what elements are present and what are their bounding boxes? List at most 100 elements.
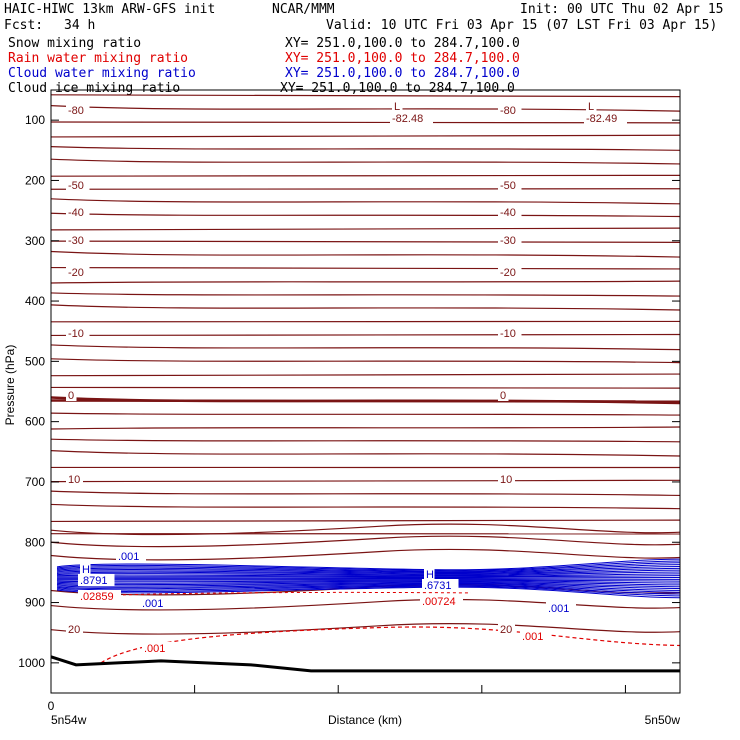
temperature-contour — [50, 158, 681, 165]
temperature-label-bg — [498, 473, 515, 485]
cloud-water-contour — [56, 567, 681, 575]
cloud-water-contour — [56, 569, 681, 576]
cloud-water-label-bg — [546, 602, 576, 614]
lower-temperature-contour — [50, 598, 681, 611]
temperature-label: -10 — [500, 328, 516, 340]
low-value-bg — [390, 112, 433, 124]
temperature-contour — [50, 503, 681, 510]
temperature-label-bg — [498, 623, 515, 635]
high-marker-bg — [424, 568, 435, 580]
cloud-water-label-bg — [140, 597, 170, 609]
terrain-line — [50, 655, 680, 673]
y-tick-label: 900 — [25, 596, 45, 610]
temperature-contour — [50, 450, 681, 457]
init-time: Init: 00 UTC Thu 02 Apr 15 — [520, 2, 724, 17]
temperature-label-bg — [66, 206, 90, 218]
temperature-label: -80 — [68, 105, 84, 117]
temperature-contour — [50, 174, 681, 177]
cloud-water-contour — [56, 558, 681, 571]
temperature-label-bg — [498, 266, 522, 278]
temperature-contour — [50, 240, 681, 243]
temperature-contour — [50, 266, 681, 270]
y-axis-title: Pressure (hPa) — [3, 345, 17, 426]
cloud-water-contour — [56, 562, 681, 572]
temperature-label-bg — [66, 473, 83, 485]
fcst-value: 34 h — [64, 18, 96, 33]
x-origin-label: 0 — [48, 699, 55, 713]
rain-label-bg — [142, 642, 172, 654]
y-tick-label: 100 — [25, 113, 45, 127]
temperature-label: -40 — [68, 207, 84, 219]
valid-time: Valid: 10 UTC Fri 03 Apr 15 (07 LST Fri … — [326, 18, 718, 33]
high-value-bg — [422, 579, 459, 591]
low-marker: L — [394, 101, 400, 113]
temperature-label-bg — [66, 104, 90, 116]
rain-label: .001 — [522, 631, 543, 643]
temperature-label-bg — [66, 266, 90, 278]
high-value: .8791 — [80, 575, 108, 587]
lower-temperature-contour — [50, 535, 681, 548]
rain-layer — [100, 591, 681, 664]
y-tick-label: 500 — [25, 354, 45, 368]
temperature-label: -30 — [68, 235, 84, 247]
temperature-contour — [50, 198, 681, 205]
temperature-label-bg — [66, 234, 90, 246]
temperature-contour — [50, 412, 681, 416]
low-marker-bg — [392, 100, 403, 112]
low-value: -82.49 — [586, 113, 617, 125]
temperature-label: -40 — [500, 207, 516, 219]
legend-snow-xy: XY= 251.0,100.0 to 284.7,100.0 — [285, 36, 520, 51]
temperature-contour — [50, 146, 681, 151]
temperature-contour — [50, 280, 681, 284]
cloud-water-contour — [56, 560, 681, 572]
rain-max-label-bg — [78, 590, 121, 602]
model-title: HAIC-HIWC 13km ARW-GFS init — [4, 2, 216, 17]
y-tick-label: 600 — [25, 415, 45, 429]
y-tick-label: 700 — [25, 475, 45, 489]
temperature-contour — [50, 438, 681, 443]
temperature-contour — [50, 94, 681, 98]
rain-label-bg — [520, 630, 550, 642]
cloud-water-label: .001 — [142, 598, 163, 610]
cloud-water-contour — [56, 578, 681, 580]
legend-ice-xy: XY= 251.0,100.0 to 284.7,100.0 — [280, 81, 515, 96]
temperature-contour — [50, 426, 681, 430]
org-label: NCAR/MMM — [272, 2, 335, 17]
contour-labels: -80 -80 -50 -50 -40 -40 -30 -30 -20 -20 -10 -10 0 0 10… — [66, 100, 627, 655]
temperature-contour — [50, 490, 681, 497]
temperature-contour — [50, 479, 681, 483]
zero-degree-contour — [50, 399, 681, 403]
x-axis-title: Distance (km) — [328, 713, 402, 727]
x-left-label: 5n54w — [51, 713, 87, 727]
legend-ice-name: Cloud ice mixing ratio — [8, 81, 181, 96]
cloud-water-label: .001 — [548, 603, 569, 615]
temperature-contour — [50, 134, 681, 138]
legend-snow-name: Snow mixing ratio — [8, 36, 142, 51]
high-marker: H — [426, 569, 434, 581]
temperature-contour — [50, 373, 681, 377]
temperature-contour — [50, 212, 681, 218]
y-tick-label: 400 — [25, 294, 45, 308]
x-right-label: 5n50w — [645, 713, 681, 727]
temperature-label: 10 — [68, 474, 80, 486]
temperature-contour — [50, 344, 681, 351]
rain-max-label: .02859 — [80, 591, 114, 603]
legend-cloudwater-xy: XY= 251.0,100.0 to 284.7,100.0 — [285, 66, 520, 81]
y-tick-label: 800 — [25, 535, 45, 549]
temperature-contour — [50, 250, 681, 258]
temperature-contour — [50, 105, 681, 112]
rain-max-label: .00724 — [422, 596, 456, 608]
temperature-label-bg — [66, 623, 83, 635]
y-tick-label: 200 — [25, 173, 45, 187]
temperature-label-bg — [498, 179, 522, 191]
temperature-contour — [50, 519, 681, 523]
legend-cloudwater-name: Cloud water mixing ratio — [8, 66, 196, 81]
lower-temperature-contour — [50, 623, 681, 635]
temperature-label: -30 — [500, 235, 516, 247]
low-value-bg — [584, 112, 627, 124]
high-value-bg — [78, 574, 115, 586]
cloud-water-layer — [56, 558, 681, 599]
cloud-water-contour — [56, 564, 681, 573]
